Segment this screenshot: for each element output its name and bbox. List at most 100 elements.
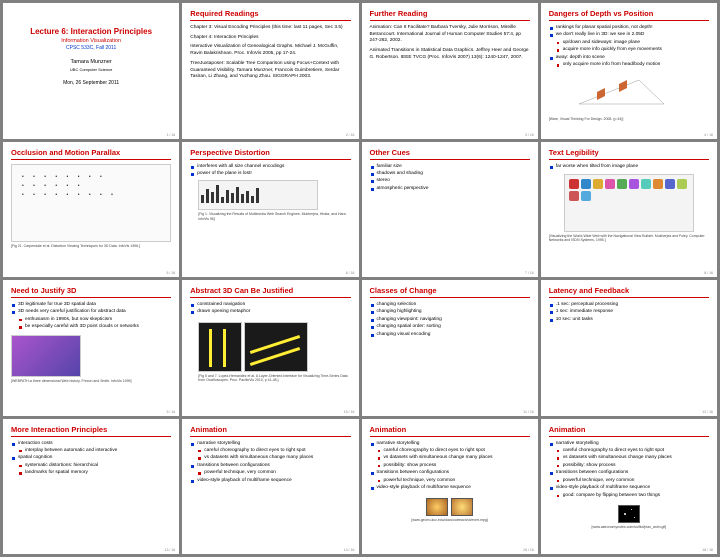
slide-title: Animation [190,425,350,437]
slide-animation-1: Animation narrative storytelling careful… [182,419,358,555]
list-item: be especially careful with 3D point clou… [18,324,171,330]
list-item: atmospheric perspective [370,186,530,192]
list-item: possibility: show process [377,463,530,469]
list-item: 3D legitimate for true 3D spatial data [11,302,171,308]
color-graph-figure [564,174,694,232]
list-item: power of the plane is lost! [190,171,350,177]
list-item: interferes with all size channel encodin… [190,164,350,170]
list-item: vs datasets with simultaneous change man… [556,455,709,461]
list-item: we don't really live in 3D: we see in 2.… [549,32,709,53]
list-item: away: depth into scene only acquire more… [549,55,709,69]
page-number: 12 / 16 [702,410,713,414]
list-item: interaction costs interplay between auto… [11,441,171,455]
page-number: 16 / 16 [702,548,713,552]
bullet-list: changing selection changing highlighting… [370,302,530,338]
bullet-list: interferes with all size channel encodin… [190,164,350,178]
page-number: 9 / 16 [166,410,175,414]
slide-title: Latency and Feedback [549,286,709,298]
bullet-list: narrative storytelling careful choreogra… [370,441,530,492]
list-item: video-style playback of multiframe seque… [370,485,530,491]
bullet-list: familiar size shadows and shading stereo… [370,164,530,193]
figure-caption: [Ware, Visual Thinking For Design. 2008.… [549,117,709,121]
slide-other-cues: Other Cues familiar size shadows and sha… [362,142,538,278]
network-figure [11,164,171,242]
slide-classes-change: Classes of Change changing selection cha… [362,280,538,416]
slide-animation-2: Animation narrative storytelling careful… [362,419,538,555]
list-item: careful choreography to direct eyes to r… [377,448,530,454]
list-item: 10 sec: unit tasks [549,317,709,323]
list-item: powerful technique, very common [377,478,530,484]
slide-dangers-depth: Dangers of Depth vs Position rankings fo… [541,3,717,139]
list-item: narrative storytelling careful choreogra… [190,441,350,462]
slide-title: More Interaction Principles [11,425,171,437]
figure-caption: [WEBPATH-a three dimensional Web history… [11,379,171,383]
list-item: changing spatial order: sorting [370,324,530,330]
slide-further-reading: Further Reading Animation: Can It Facili… [362,3,538,139]
list-item: transitions between configurations power… [190,463,350,477]
page-number: 3 / 16 [525,133,534,137]
bullet-list: narrative storytelling careful choreogra… [190,441,350,485]
page-number: 11 / 16 [523,410,533,414]
lecture-title: Lecture 6: Interaction Principles [11,27,171,36]
list-item: changing highlighting [370,309,530,315]
page-number: 14 / 16 [344,548,355,552]
date: Mon, 26 September 2011 [11,80,171,86]
slide-title: Dangers of Depth vs Position [549,9,709,21]
course-title: Information Visualization [11,38,171,44]
bullet-list: constrained navigation drawn opening met… [190,302,350,316]
slide-title: Text Legibility [549,148,709,160]
list-item: shadows and shading [370,171,530,177]
page-number: 8 / 16 [704,271,713,275]
figure-caption: [www.astronomynotes.com/solfluf/plan_ani… [549,525,709,529]
bullet-list: rankings for planar spatial position, no… [549,25,709,69]
page-number: 4 / 16 [704,133,713,137]
slide-title: Further Reading [370,9,530,21]
bullet-list: interaction costs interplay between auto… [11,441,171,477]
list-item: careful choreography to direct eyes to r… [197,448,350,454]
list-item: powerful technique, very common [197,470,350,476]
slide-title: Perspective Distortion [190,148,350,160]
slide-animation-3: Animation narrative storytelling careful… [541,419,717,555]
list-item: 3D needs very careful justification for … [11,309,171,330]
list-item: video-style playback of multiframe seque… [190,478,350,484]
slide-required-readings: Required Readings Chapter 3: Visual Enco… [182,3,358,139]
page-number: 13 / 16 [165,548,176,552]
list-item: possibility: show process [556,463,709,469]
author: Tamara Munzner [11,59,171,65]
slide-title: Occlusion and Motion Parallax [11,148,171,160]
list-item: changing viewpoint: navigating [370,317,530,323]
list-item: transitions between configurations power… [549,470,709,484]
bullet-list: narrative storytelling careful choreogra… [549,441,709,500]
list-item: systematic distortions: hierarchical [18,463,171,469]
slide-title: Other Cues [370,148,530,160]
bullet-list: far worse when tilted from image plane [549,164,709,170]
page-number: 10 / 16 [344,410,355,414]
list-item: only acquire more info from head/body mo… [556,62,709,68]
figure-caption: [Fig 21. Carpendale et al. Distortion Vi… [11,244,171,248]
bullet-list: 3D legitimate for true 3D spatial data 3… [11,302,171,331]
page-number: 7 / 16 [525,271,534,275]
slide-perspective: Perspective Distortion interferes with a… [182,142,358,278]
list-item: spatial cognition systematic distortions… [11,455,171,476]
bullet-list: .1 sec: perceptual processing 1 sec: imm… [549,302,709,323]
list-item: stereo [370,178,530,184]
video-thumb [426,498,448,516]
list-item: narrative storytelling careful choreogra… [370,441,530,470]
list-item: rankings for planar spatial position, no… [549,25,709,31]
slide-occlusion: Occlusion and Motion Parallax [Fig 21. C… [3,142,179,278]
slide-justify-3d: Need to Justify 3D 3D legitimate for tru… [3,280,179,416]
page-number: 5 / 16 [166,271,175,275]
slide-more-principles: More Interaction Principles interaction … [3,419,179,555]
list-item: drawn opening metaphor [190,309,350,315]
list-item: careful choreography to direct eyes to r… [556,448,709,454]
title-slide: Lecture 6: Interaction Principles Inform… [3,3,179,139]
slide-title: Need to Justify 3D [11,286,171,298]
page-number: 6 / 16 [346,271,355,275]
depth-diagram [569,74,669,110]
list-item: enthusiasm in 1990s, but now skepticism [18,317,171,323]
slide-title: Required Readings [190,9,350,21]
list-item: .1 sec: perceptual processing [549,302,709,308]
thumb-row [549,505,709,523]
slide-title: Classes of Change [370,286,530,298]
figure-caption: [Fig 1. Visualizing the Results of Multi… [198,212,350,220]
